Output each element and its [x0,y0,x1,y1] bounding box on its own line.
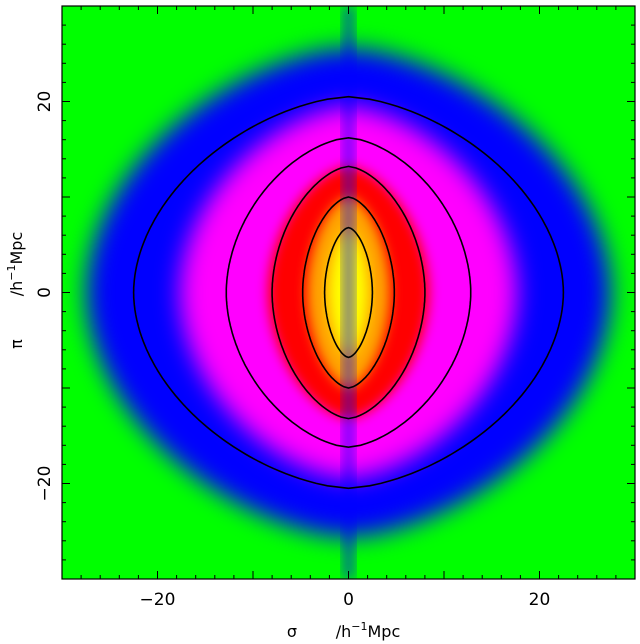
contour-level-2 [225,136,472,449]
y-axis-title: π /h−1Mpc [5,232,26,349]
heatmap-ridge [342,6,355,579]
contour-lines [132,95,565,490]
y-axis-unit-suffix: Mpc [7,232,26,265]
y-tick-label: 0 [35,287,55,298]
x-axis-unit: /h−1Mpc [336,620,401,641]
contour-level-3 [271,165,426,420]
axis-ticks: −20 0 20 −20 0 20 [35,5,636,610]
x-axis-unit-suffix: Mpc [367,622,400,641]
y-axis-unit-prefix: /h [7,281,26,297]
y-axis-symbol: π [7,339,26,349]
contour-level-5 [323,226,374,359]
x-tick-label: 0 [343,590,354,610]
x-axis-unit-exponent: −1 [351,620,367,633]
y-tick-label: 20 [35,91,55,113]
x-axis-title: σ /h−1Mpc [287,620,400,641]
y-axis-unit: /h−1Mpc [5,232,26,297]
x-axis-unit-prefix: /h [336,622,352,641]
x-axis-symbol: σ [287,622,297,641]
x-tick-label: 20 [529,590,551,610]
y-axis-unit-exponent: −1 [5,265,18,281]
x-tick-label: −20 [140,590,176,610]
heatmap-image [62,6,635,579]
contour-level-4 [301,196,396,389]
contour-level-1 [132,95,565,490]
y-tick-label: −20 [35,466,55,502]
